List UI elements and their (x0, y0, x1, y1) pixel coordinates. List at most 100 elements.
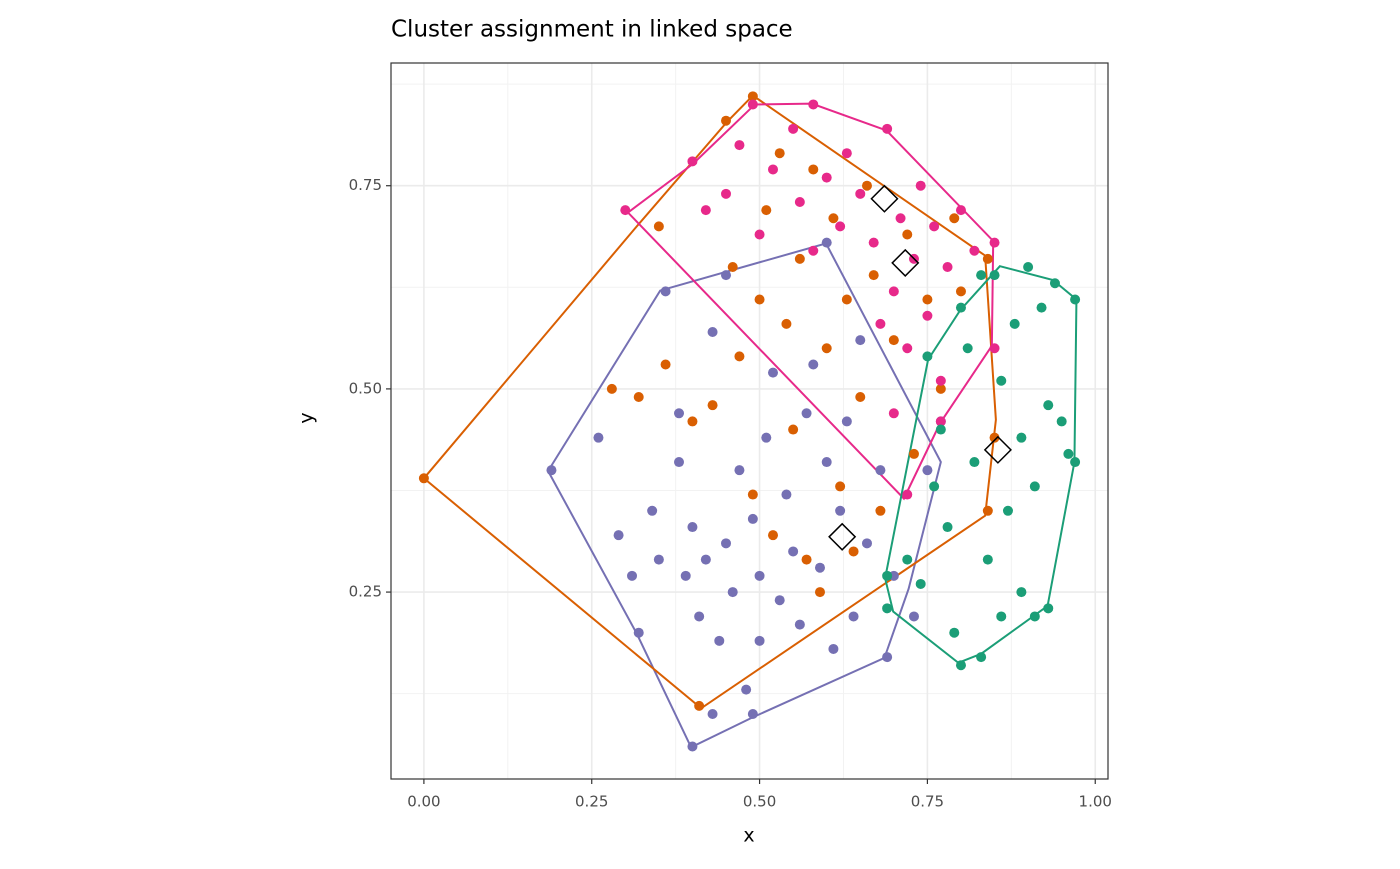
point (935, 416, 946, 427)
point (902, 489, 913, 500)
y-axis-title: y (296, 412, 318, 423)
point (767, 530, 778, 541)
centroid (891, 248, 920, 277)
point (841, 148, 852, 159)
point (882, 123, 893, 134)
centroid (870, 184, 899, 213)
point (767, 164, 778, 175)
cluster-hull (884, 265, 1078, 664)
point (949, 627, 960, 638)
point (929, 481, 940, 492)
point (781, 318, 792, 329)
y-tick-label: 0.50 (349, 379, 382, 397)
point (962, 343, 973, 354)
point (835, 481, 846, 492)
point (922, 294, 933, 305)
point (875, 465, 886, 476)
point (888, 286, 899, 297)
point (647, 505, 658, 516)
centroid (828, 522, 857, 551)
point (734, 140, 745, 151)
point (747, 708, 758, 719)
point (687, 522, 698, 533)
point (1049, 278, 1060, 289)
point (754, 294, 765, 305)
point (1043, 400, 1054, 411)
point (653, 554, 664, 565)
point (794, 253, 805, 264)
point (674, 457, 685, 468)
point (888, 408, 899, 419)
point (908, 448, 919, 459)
point (707, 400, 718, 411)
point (808, 99, 819, 110)
point (902, 229, 913, 240)
point (633, 392, 644, 403)
point (754, 635, 765, 646)
point (976, 652, 987, 663)
point (734, 351, 745, 362)
centroid (983, 435, 1012, 464)
point (687, 156, 698, 167)
point (922, 351, 933, 362)
point (808, 359, 819, 370)
point (613, 530, 624, 541)
point (707, 708, 718, 719)
point (814, 587, 825, 598)
x-tick-label: 0.00 (407, 793, 440, 811)
point (1056, 416, 1067, 427)
point (935, 424, 946, 435)
point (687, 741, 698, 752)
point (882, 603, 893, 614)
point (774, 148, 785, 159)
point (955, 286, 966, 297)
point (747, 513, 758, 524)
point (902, 554, 913, 565)
point (418, 473, 429, 484)
point (781, 489, 792, 500)
point (761, 432, 772, 443)
point (935, 383, 946, 394)
point (741, 684, 752, 695)
point (855, 335, 866, 346)
point (747, 91, 758, 102)
x-tick-label: 0.75 (911, 793, 944, 811)
x-tick-label: 1.00 (1079, 793, 1112, 811)
cluster-hull (626, 102, 995, 501)
point (895, 213, 906, 224)
point (969, 245, 980, 256)
point (1016, 587, 1027, 598)
point (788, 424, 799, 435)
y-tick-label: 0.75 (349, 176, 382, 194)
point (821, 343, 832, 354)
point (861, 538, 872, 549)
point (841, 416, 852, 427)
point (908, 611, 919, 622)
point (700, 554, 711, 565)
point (694, 700, 705, 711)
point (861, 180, 872, 191)
point (929, 221, 940, 232)
point (794, 619, 805, 630)
point (761, 205, 772, 216)
point (848, 546, 859, 557)
point (687, 416, 698, 427)
point (653, 221, 664, 232)
point (801, 554, 812, 565)
point (982, 253, 993, 264)
point (855, 392, 866, 403)
point (996, 375, 1007, 386)
point (989, 270, 1000, 281)
point (868, 270, 879, 281)
point (788, 546, 799, 557)
point (868, 237, 879, 248)
point (727, 587, 738, 598)
point (821, 457, 832, 468)
point (848, 611, 859, 622)
point (1016, 432, 1027, 443)
point (982, 505, 993, 516)
point (593, 432, 604, 443)
point (721, 538, 732, 549)
